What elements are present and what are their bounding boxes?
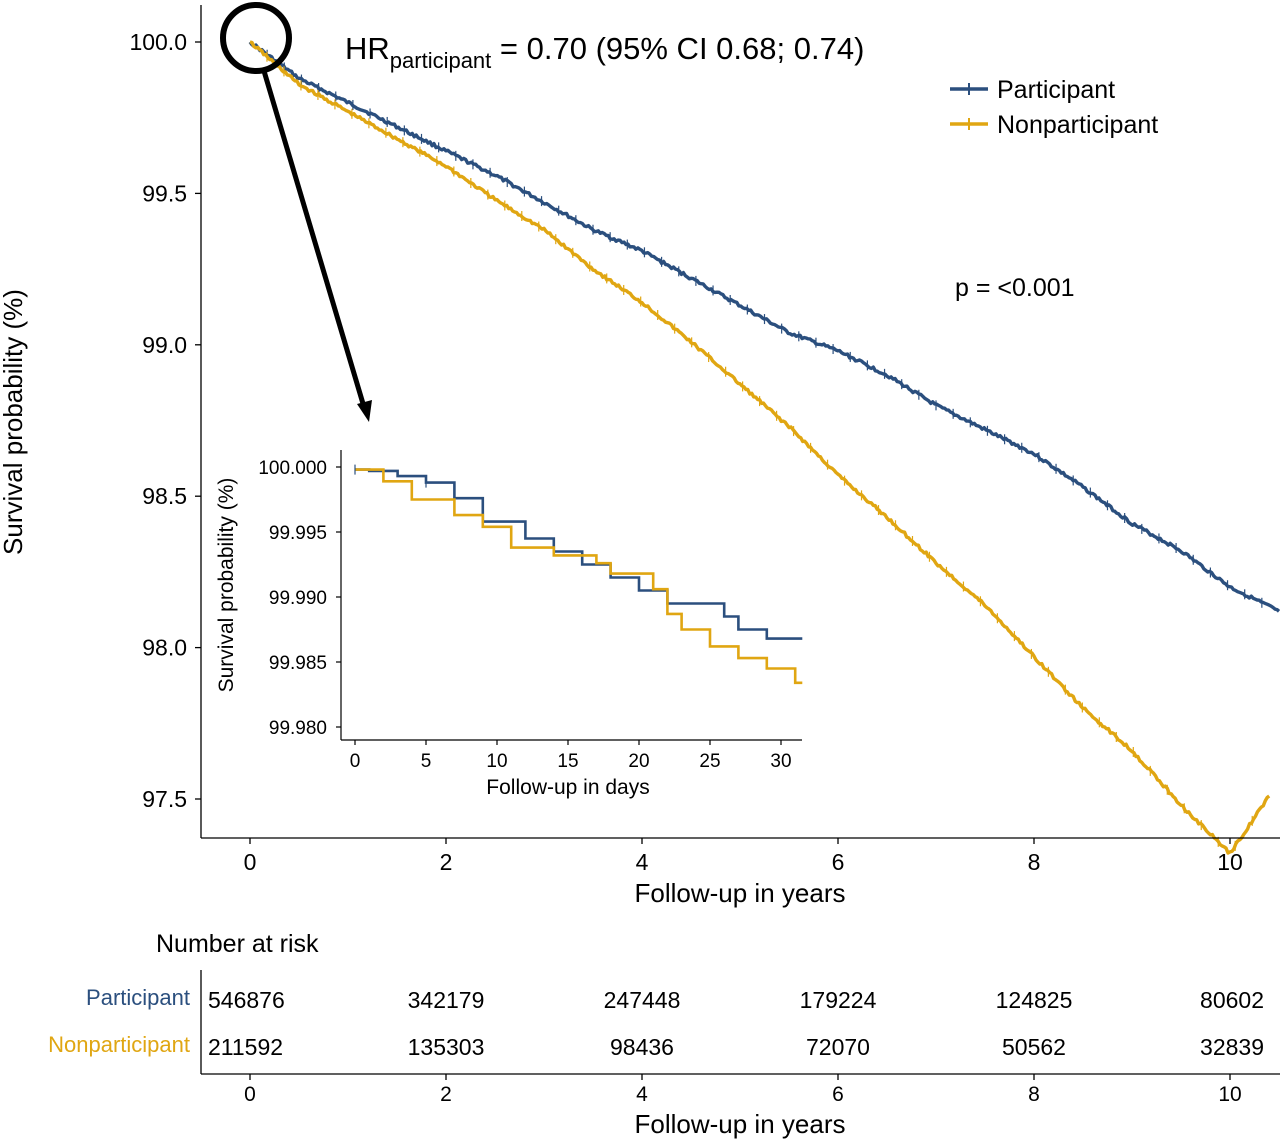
risk-table-cell: 135303 [408,1034,485,1060]
main-y-ticks: 97.5 98.0 98.5 99.0 99.5 100.0 [129,29,201,812]
risk-x-tick-label: 0 [244,1083,256,1106]
inset-y-tick-label: 99.985 [269,653,327,674]
inset-x-tick-label: 25 [699,751,720,772]
hazard-ratio-annotation: HRparticipant = 0.70 (95% CI 0.68; 0.74) [345,31,864,73]
risk-table-cells: 546876 342179 247448 179224 124825 80602 21159… [208,987,1264,1060]
risk-table-cell: 124825 [996,987,1073,1013]
inset-x-ticks: 0 5 10 15 20 25 30 [350,740,792,772]
risk-x-ticks: 0 2 4 6 8 10 [244,1074,1242,1106]
legend-participant-label: Participant [997,76,1115,104]
risk-x-tick-label: 2 [440,1083,452,1106]
inset-series-line-participant [355,468,803,640]
risk-table: Number at risk Participant Nonparticipan… [48,930,1280,1139]
inset-x-tick-label: 30 [770,751,791,772]
risk-table-cell: 50562 [1002,1034,1066,1060]
main-x-tick-label: 0 [244,849,257,875]
inset-plot: 99.980 99.985 99.990 99.995 100.000 0 5 10 15 20… [215,450,803,799]
inset-x-tick-label: 15 [557,751,578,772]
risk-table-cell: 247448 [604,987,681,1013]
risk-table-cell: 98436 [610,1034,674,1060]
main-x-tick-label: 4 [636,849,649,875]
main-y-tick-label: 99.5 [142,180,187,206]
inset-y-ticks: 99.980 99.985 99.990 99.995 100.000 [258,458,341,739]
risk-table-cell: 179224 [800,987,877,1013]
risk-table-cell: 211592 [208,1034,283,1060]
p-value-annotation: p = <0.001 [955,274,1075,302]
inset-y-tick-label: 99.980 [269,718,327,739]
main-y-tick-label: 98.0 [142,635,187,661]
main-x-tick-label: 10 [1217,849,1243,875]
risk-x-tick-label: 8 [1028,1083,1040,1106]
risk-table-cell: 80602 [1200,987,1264,1013]
inset-x-tick-label: 5 [421,751,432,772]
main-y-tick-label: 99.0 [142,332,187,358]
inset-x-tick-label: 20 [628,751,649,772]
risk-x-tick-label: 10 [1218,1083,1241,1106]
risk-table-cell: 546876 [208,987,285,1013]
inset-y-tick-label: 100.000 [258,458,327,479]
zoom-arrow-head [357,400,372,422]
risk-row-label-nonparticipant: Nonparticipant [48,1032,190,1057]
legend-nonparticipant-label: Nonparticipant [997,111,1158,139]
inset-series-line-nonparticipant [355,468,803,685]
risk-row-label-participant: Participant [86,985,190,1010]
zoom-callout [220,2,372,422]
main-x-tick-label: 2 [440,849,453,875]
risk-x-tick-label: 4 [636,1083,648,1106]
hr-subscript: participant [390,48,492,73]
zoom-circle [220,2,292,74]
hr-value: = 0.70 (95% CI 0.68; 0.74) [491,31,864,66]
main-series-group [248,40,1280,855]
inset-y-axis-label: Survival probability (%) [215,478,238,693]
risk-table-cell: 32839 [1200,1034,1264,1060]
hr-prefix: HR [345,31,390,66]
main-x-ticks: 0 2 4 6 8 10 [244,838,1243,875]
main-y-tick-label: 100.0 [129,29,187,55]
main-x-tick-label: 6 [832,849,845,875]
zoom-arrow-shaft [261,70,367,408]
risk-table-title: Number at risk [156,930,319,958]
risk-x-axis-label: Follow-up in years [635,1109,846,1139]
main-y-tick-label: 97.5 [142,786,187,812]
main-x-tick-label: 8 [1028,849,1041,875]
inset-y-tick-label: 99.995 [269,523,327,544]
main-y-tick-label: 98.5 [142,483,187,509]
risk-table-cell: 342179 [408,987,485,1013]
legend: Participant Nonparticipant [950,76,1158,139]
main-plot: 97.5 98.0 98.5 99.0 99.5 100.0 0 2 4 6 8 10 Follow… [0,5,1280,908]
inset-x-tick-label: 10 [486,751,507,772]
main-y-axis-label: Survival probability (%) [0,289,28,555]
risk-table-cell: 72070 [806,1034,870,1060]
inset-series-group [354,464,803,685]
inset-x-tick-label: 0 [350,751,361,772]
main-x-axis-label: Follow-up in years [635,878,846,908]
inset-y-tick-label: 99.990 [269,588,327,609]
inset-x-axis-label: Follow-up in days [486,776,649,799]
main-series-line-nonparticipant [249,40,1271,855]
risk-x-tick-label: 6 [832,1083,844,1106]
